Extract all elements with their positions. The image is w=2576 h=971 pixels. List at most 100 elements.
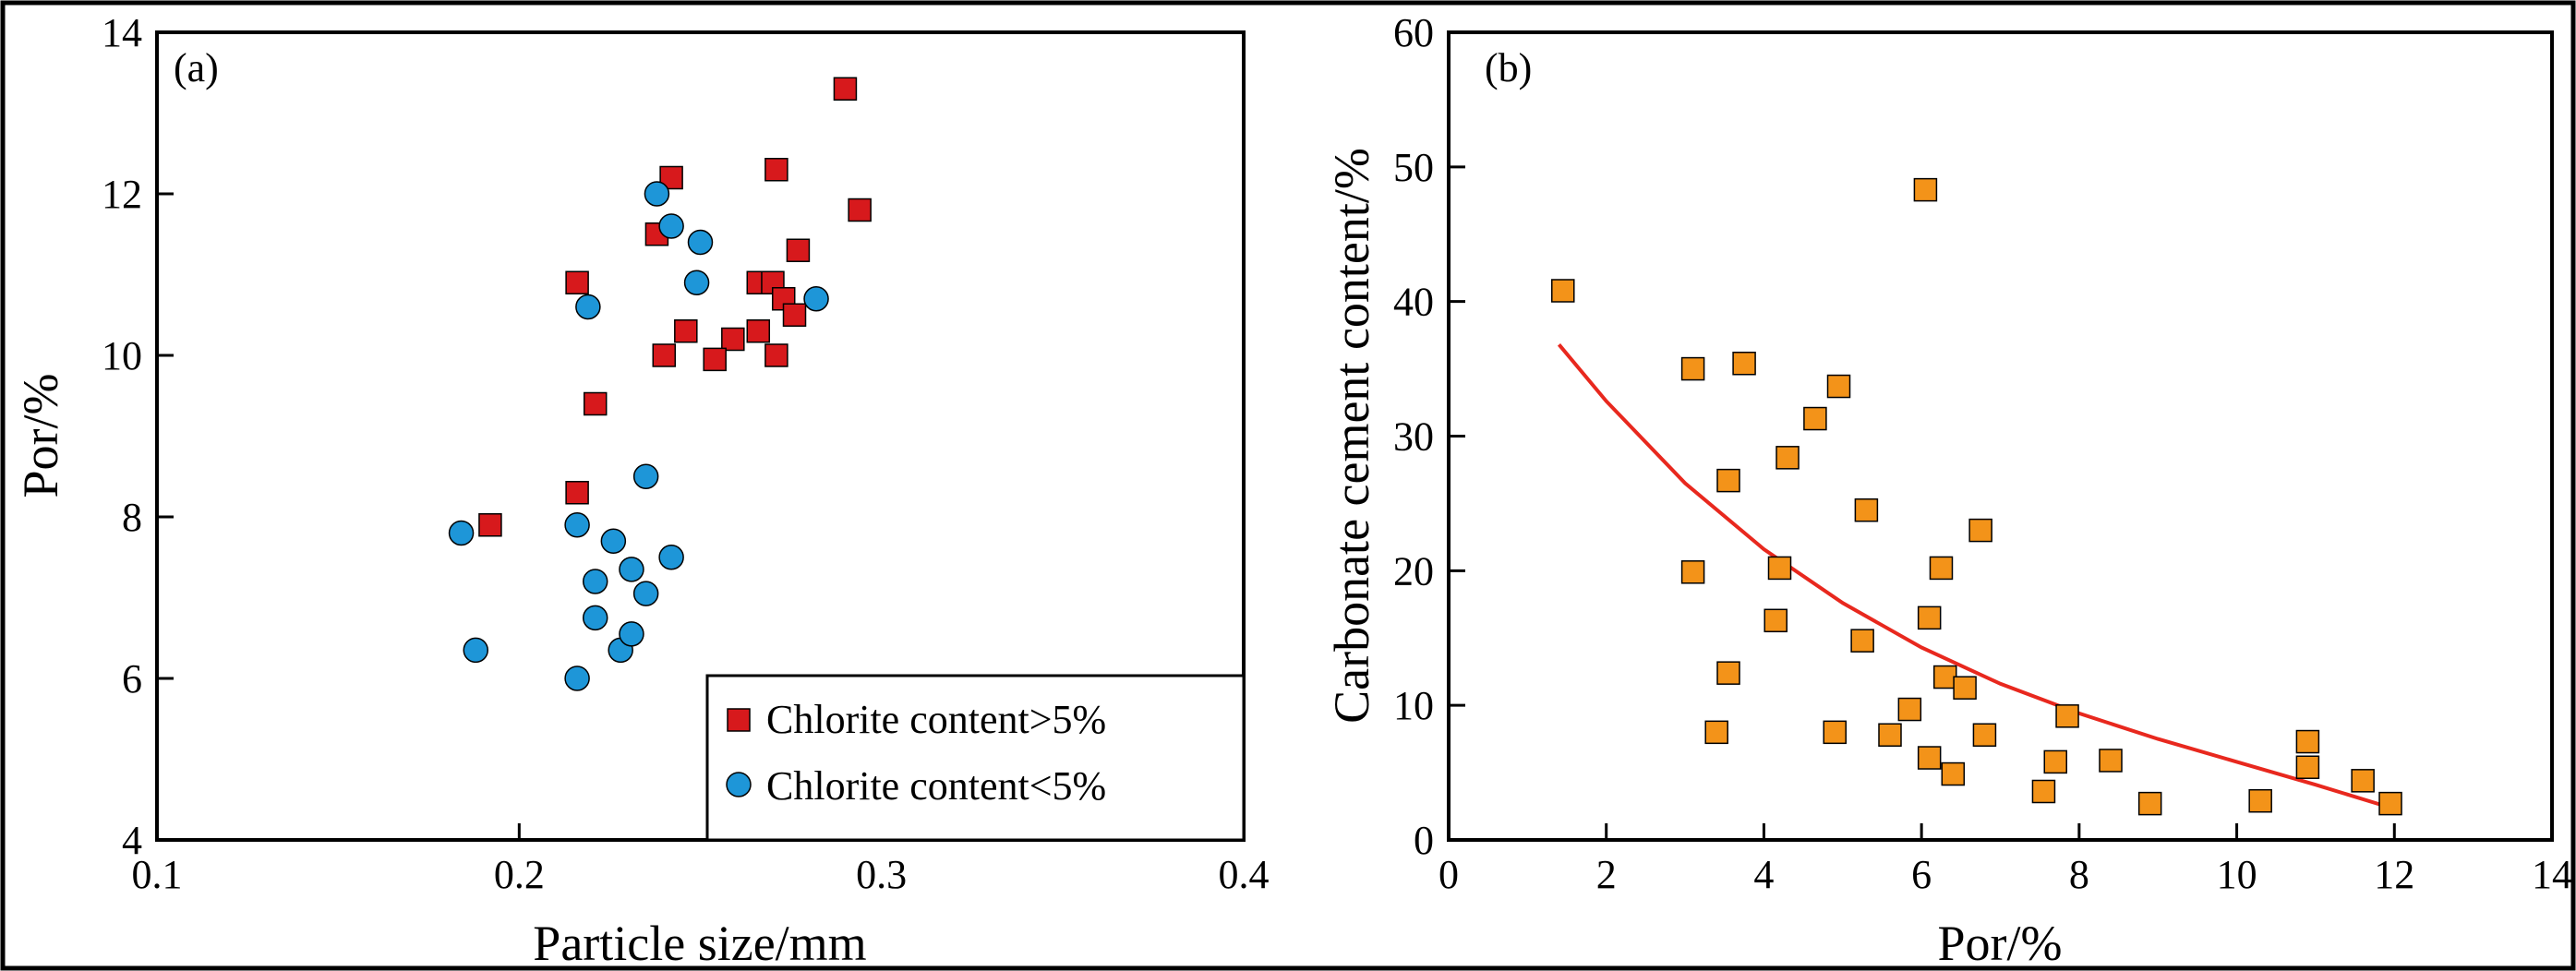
x-tick-label: 4 — [1753, 852, 1774, 897]
data-point-circle — [575, 294, 601, 320]
y-tick-label: 50 — [1393, 145, 1434, 190]
data-point-circle — [448, 520, 475, 546]
data-point-square — [1972, 723, 1997, 747]
data-point-square — [1767, 556, 1792, 581]
data-point-square — [1968, 518, 1992, 543]
panel-a-points — [448, 77, 872, 691]
data-point-circle — [683, 270, 710, 295]
panel-b-trend-line — [1557, 343, 2391, 809]
data-point-circle — [658, 213, 684, 239]
panel-a-label: (a) — [174, 45, 219, 90]
data-point-circle — [644, 181, 670, 207]
data-point-square — [1803, 406, 1827, 431]
data-point-square — [1826, 374, 1851, 399]
data-point-square — [1763, 608, 1788, 633]
x-tick-label: 0.4 — [1219, 852, 1270, 897]
y-tick-label: 10 — [1393, 683, 1434, 728]
data-point-square — [1953, 676, 1977, 700]
data-point-square — [1716, 468, 1740, 493]
x-tick-label: 12 — [2374, 852, 2414, 897]
data-point-square — [721, 327, 745, 352]
data-point-square — [565, 270, 589, 294]
data-point-square — [833, 77, 858, 101]
panel-b-y-axis-title: Carbonate cement content/% — [1324, 148, 1379, 724]
panel-a-ticks: 0.1 0.2 0.3 0.4 4 6 8 10 12 14 — [102, 10, 1270, 897]
data-point-square — [2137, 791, 2162, 816]
panel-a-plot-frame — [155, 30, 1246, 842]
data-point-square — [583, 391, 608, 416]
legend-label-chlorite-high: Chlorite content>5% — [766, 697, 1106, 742]
data-point-square — [782, 303, 807, 327]
y-tick-label: 0 — [1414, 818, 1434, 863]
data-point-square — [2031, 779, 2056, 804]
data-point-square — [746, 319, 771, 343]
x-tick-label: 10 — [2217, 852, 2257, 897]
x-tick-label: 8 — [2069, 852, 2089, 897]
data-point-square — [652, 343, 677, 367]
data-point-square — [1704, 720, 1728, 745]
x-tick-label: 0.3 — [856, 852, 907, 897]
data-point-square — [659, 165, 683, 190]
x-tick-label: 14 — [2532, 852, 2572, 897]
data-point-square — [1929, 556, 1954, 581]
y-tick-label: 12 — [102, 172, 142, 217]
panel-b-chart: (b) 0 2 4 6 8 10 12 14 0 10 20 30 40 50 60 Por/% Carbo… — [1324, 10, 2572, 971]
data-point-square — [2295, 755, 2320, 779]
data-point-square — [2248, 788, 2272, 813]
x-tick-label: 0.2 — [494, 852, 545, 897]
data-point-circle — [600, 528, 627, 554]
data-point-square — [764, 158, 788, 182]
data-point-square — [478, 513, 502, 537]
data-point-circle — [564, 512, 590, 538]
panel-a-x-axis-title: Particle size/mm — [533, 916, 866, 971]
data-point-circle — [463, 637, 489, 664]
x-tick-label: 2 — [1596, 852, 1617, 897]
y-tick-label: 20 — [1393, 548, 1434, 593]
y-tick-label: 4 — [122, 818, 142, 863]
y-tick-label: 10 — [102, 333, 142, 378]
data-point-square — [1913, 177, 1938, 202]
data-point-square — [1823, 720, 1847, 745]
data-point-square — [786, 238, 811, 262]
data-point-square — [2351, 769, 2375, 793]
panel-b-label: (b) — [1485, 45, 1532, 90]
panel-a-legend: Chlorite content>5% Chlorite content<5% — [705, 674, 1246, 842]
data-point-square — [1680, 356, 1705, 381]
y-tick-label: 40 — [1393, 280, 1434, 325]
data-point-square — [1941, 761, 1966, 786]
data-point-square — [2378, 791, 2402, 816]
data-point-circle — [632, 581, 659, 606]
x-tick-label: 0.1 — [132, 852, 183, 897]
data-point-square — [674, 319, 698, 343]
data-point-square — [1716, 661, 1740, 685]
data-point-circle — [687, 229, 714, 256]
data-point-circle — [582, 605, 608, 631]
data-point-square — [1878, 723, 1902, 747]
data-point-square — [1732, 352, 1756, 376]
data-point-circle — [619, 621, 644, 647]
data-point-square — [2099, 749, 2123, 773]
y-tick-label: 14 — [102, 10, 142, 55]
panel-b-points — [1551, 177, 2402, 816]
panel-a-chart: (a) 0.1 0.2 0.3 0.4 4 6 8 10 12 14 Particle size/… — [13, 10, 1270, 971]
data-point-square — [1551, 279, 1575, 303]
data-point-square — [1850, 629, 1874, 653]
y-tick-label: 8 — [122, 495, 142, 540]
data-point-square — [1933, 665, 1957, 689]
y-tick-label: 30 — [1393, 414, 1434, 460]
legend-marker-red-square — [727, 708, 751, 732]
data-point-circle — [619, 557, 644, 582]
x-tick-label: 6 — [1911, 852, 1932, 897]
data-point-square — [1854, 497, 1879, 522]
data-point-square — [1917, 605, 1942, 630]
data-point-circle — [632, 463, 659, 489]
data-point-circle — [658, 545, 684, 570]
data-point-square — [703, 347, 727, 372]
data-point-square — [1680, 560, 1705, 584]
data-point-square — [848, 198, 872, 222]
data-point-square — [1897, 697, 1922, 722]
panel-b-plot-frame — [1447, 30, 2554, 842]
legend-label-chlorite-low: Chlorite content<5% — [766, 763, 1106, 809]
